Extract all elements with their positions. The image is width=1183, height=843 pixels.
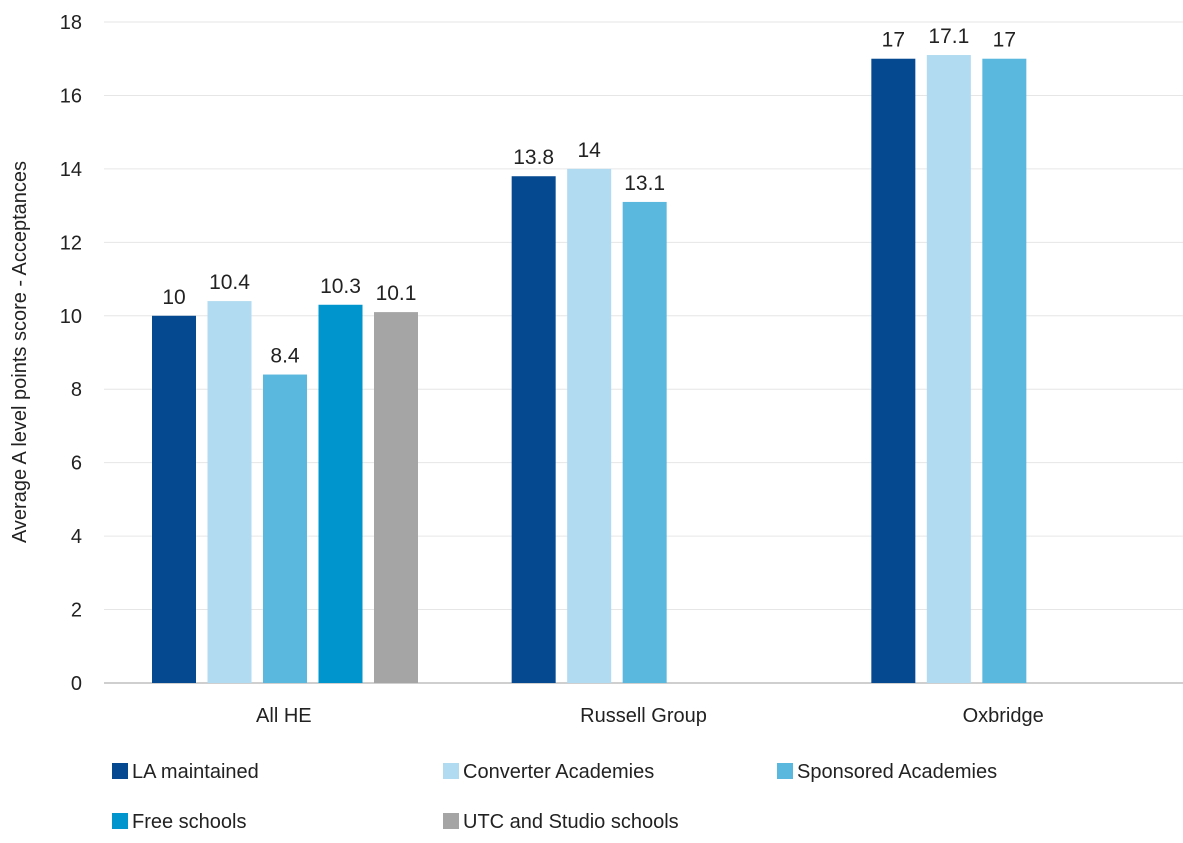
- data-label: 14: [577, 139, 601, 162]
- data-label: 10: [162, 286, 185, 309]
- bar: [926, 55, 971, 684]
- bar: [511, 176, 556, 683]
- bar: [871, 58, 916, 683]
- legend-label: UTC and Studio schools: [463, 811, 679, 833]
- data-label: 17.1: [928, 25, 969, 48]
- y-axis-ticks: 0 2 4 6 8 10 12 14 16 18: [60, 12, 82, 695]
- bar: [152, 315, 196, 683]
- bar: [318, 304, 363, 683]
- legend-swatch: [777, 763, 793, 779]
- data-label: 8.4: [270, 345, 300, 368]
- legend-swatch: [112, 813, 128, 829]
- data-label: 10.3: [320, 275, 361, 298]
- bar: [622, 201, 667, 683]
- legend-label: Free schools: [132, 811, 247, 833]
- y-tick-label: 8: [71, 379, 82, 401]
- bar: [207, 301, 252, 683]
- y-axis-title: Average A level points score - Acceptanc…: [9, 161, 31, 543]
- bars: [152, 55, 1027, 684]
- data-label: 13.8: [513, 146, 554, 169]
- data-label: 10.4: [209, 271, 250, 294]
- y-tick-label: 0: [71, 673, 82, 695]
- legend-swatch: [443, 763, 459, 779]
- x-category-label: Russell Group: [580, 705, 707, 727]
- y-tick-label: 16: [60, 85, 82, 107]
- data-label: 10.1: [376, 282, 417, 305]
- y-tick-label: 6: [71, 453, 82, 475]
- data-label: 17: [882, 29, 905, 52]
- y-tick-label: 12: [60, 232, 82, 254]
- data-label: 17: [993, 29, 1016, 52]
- legend-swatch: [112, 763, 128, 779]
- legend-label: Converter Academies: [463, 761, 654, 783]
- legend-label: Sponsored Academies: [797, 761, 997, 783]
- bar: [567, 168, 612, 683]
- x-axis-categories: All HE Russell Group Oxbridge: [256, 705, 1044, 727]
- x-category-label: All HE: [256, 705, 312, 727]
- y-tick-label: 4: [71, 526, 82, 548]
- legend-label: LA maintained: [132, 761, 259, 783]
- y-tick-label: 18: [60, 12, 82, 34]
- data-label: 13.1: [624, 172, 665, 195]
- bar: [263, 374, 307, 683]
- data-labels: 10 10.4 8.4 10.3 10.1 13.8 14 13.1 17 17.1 17: [162, 25, 1016, 367]
- legend-swatch: [443, 813, 459, 829]
- bar: [374, 312, 418, 683]
- legend: LA maintained Converter Academies Sponsore…: [112, 761, 997, 833]
- y-tick-label: 2: [71, 600, 82, 622]
- bar: [982, 58, 1027, 683]
- y-tick-label: 10: [60, 306, 82, 328]
- x-category-label: Oxbridge: [963, 705, 1044, 727]
- y-tick-label: 14: [60, 159, 82, 181]
